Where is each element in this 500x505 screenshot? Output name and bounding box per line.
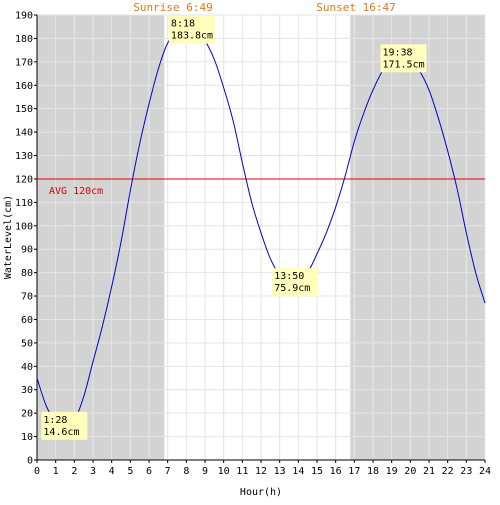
annotation-box: [380, 44, 427, 73]
axes-layer: 0 1 2 3 4 5 6 7 8 9 10 11 12 13 14 15 16 17 18 19 20 21 22 23 24…: [15, 11, 491, 478]
y-tick-label: 80: [21, 268, 33, 279]
annotation-box: [272, 268, 319, 297]
y-tick-label: 130: [15, 151, 33, 162]
y-tick-label: 180: [15, 34, 33, 45]
sunrise-label: Sunrise 6:49: [133, 1, 212, 14]
x-tick-label: 3: [90, 466, 96, 477]
x-tick-label: 11: [236, 466, 248, 477]
annotation-time: 13:50: [274, 271, 304, 282]
x-tick-label: 20: [404, 466, 416, 477]
y-tick-label: 30: [21, 385, 33, 396]
x-tick-label: 23: [460, 466, 472, 477]
x-tick-label: 21: [423, 466, 435, 477]
label-layer: Sunrise 6:49 Sunset 16:47 AVG 120cm Hour…: [3, 1, 396, 498]
y-tick-label: 10: [21, 432, 33, 443]
annotation-time: 8:18: [171, 19, 195, 30]
x-tick-label: 1: [53, 466, 59, 477]
x-tick-label: 9: [202, 466, 208, 477]
x-tick-label: 17: [348, 466, 360, 477]
x-tick-label: 8: [183, 466, 189, 477]
x-tick-label: 7: [165, 466, 171, 477]
annotation-time: 1:28: [43, 415, 67, 426]
annotation-value: 183.8cm: [171, 31, 213, 42]
x-axis-title: Hour(h): [240, 487, 282, 498]
x-tick-label: 22: [442, 466, 454, 477]
y-tick-label: 90: [21, 245, 33, 256]
x-tick-label: 19: [386, 466, 398, 477]
y-tick-label: 110: [15, 198, 33, 209]
y-tick-label: 0: [27, 456, 33, 467]
x-tick-label: 24: [479, 466, 491, 477]
x-tick-label: 0: [34, 466, 40, 477]
y-tick-label: 170: [15, 57, 33, 68]
sunset-label: Sunset 16:47: [316, 1, 395, 14]
y-tick-label: 50: [21, 338, 33, 349]
y-tick-label: 100: [15, 221, 33, 232]
x-tick-label: 16: [330, 466, 342, 477]
x-tick-label: 5: [127, 466, 133, 477]
y-tick-label: 70: [21, 292, 33, 303]
y-tick-label: 20: [21, 409, 33, 420]
annotation-value: 75.9cm: [274, 283, 310, 294]
x-tick-label: 4: [109, 466, 115, 477]
y-tick-label: 120: [15, 174, 33, 185]
y-tick-label: 150: [15, 104, 33, 115]
daylight-region: [164, 15, 351, 460]
x-tick-label: 10: [218, 466, 230, 477]
x-tick-label: 2: [71, 466, 77, 477]
annotation-box: [168, 15, 215, 44]
x-tick-label: 14: [292, 466, 304, 477]
grid-layer: [36, 14, 486, 461]
y-tick-label: 40: [21, 362, 33, 373]
y-tick-label: 140: [15, 128, 33, 139]
avg-label: AVG 120cm: [49, 186, 103, 197]
x-tick-label: 6: [146, 466, 152, 477]
x-tick-label: 12: [255, 466, 267, 477]
y-axis-title: WaterLevel(cm): [3, 195, 14, 279]
annotation-value: 14.6cm: [43, 427, 79, 438]
x-tick-label: 13: [274, 466, 286, 477]
x-tick-label: 18: [367, 466, 379, 477]
annotation-box: [41, 411, 88, 440]
x-tick-label: 15: [311, 466, 323, 477]
y-tick-label: 190: [15, 11, 33, 22]
annotation-time: 19:38: [382, 47, 412, 58]
y-tick-label: 60: [21, 315, 33, 326]
y-tick-label: 160: [15, 81, 33, 92]
annotation-value: 171.5cm: [382, 59, 424, 70]
